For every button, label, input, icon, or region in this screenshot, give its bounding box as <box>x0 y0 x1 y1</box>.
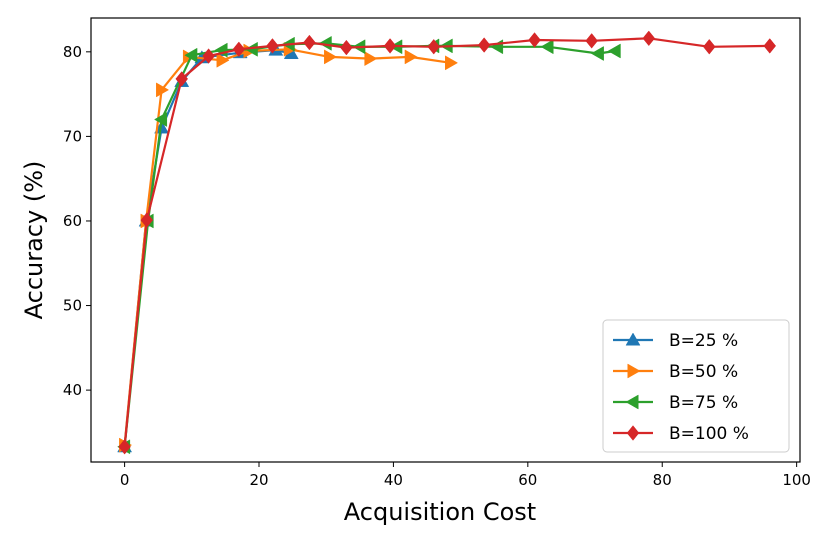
data-point <box>318 35 332 51</box>
series-4 <box>118 30 777 455</box>
plot-frame <box>90 17 801 463</box>
x-tick-label: 100 <box>782 471 811 489</box>
data-point <box>528 32 541 48</box>
data-point <box>118 439 131 455</box>
x-axis: 0 20 40 60 80 100 <box>120 462 811 489</box>
legend-marker <box>625 332 641 346</box>
legend: B=25 % B=50 % B=75 % B=100 % <box>602 319 790 453</box>
data-point <box>490 39 504 55</box>
legend-item: B=100 % <box>613 424 749 444</box>
legend-item: B=25 % <box>613 331 738 351</box>
data-point <box>154 112 168 127</box>
data-point <box>383 38 397 54</box>
y-tick-label: 70 <box>63 127 82 145</box>
series-3 <box>117 35 621 455</box>
data-point <box>590 46 604 61</box>
data-point <box>156 82 170 98</box>
data-point <box>364 51 378 67</box>
data-point <box>216 52 230 68</box>
x-axis-label: Acquisition Cost <box>344 498 536 526</box>
data-point <box>540 39 554 55</box>
legend-marker <box>625 394 639 410</box>
data-point <box>404 49 418 65</box>
y-tick-label: 80 <box>63 43 82 61</box>
data-point <box>427 39 441 55</box>
data-point <box>642 30 656 47</box>
legend-marker <box>626 425 640 441</box>
data-point <box>763 38 777 54</box>
series-line <box>123 48 292 447</box>
data-point <box>266 38 279 54</box>
y-tick-label: 50 <box>63 297 82 315</box>
data-point <box>140 212 154 228</box>
legend-label: B=75 % <box>669 393 738 413</box>
y-tick-label: 60 <box>63 212 82 230</box>
legend-label: B=25 % <box>669 331 738 351</box>
x-tick-label: 40 <box>384 471 403 489</box>
data-point <box>175 71 188 87</box>
legend-label: B=50 % <box>669 362 738 382</box>
data-point <box>232 41 246 58</box>
data-point <box>703 39 716 55</box>
legend-box <box>602 319 790 453</box>
y-tick-label: 40 <box>63 381 82 399</box>
legend-item: B=75 % <box>613 393 738 413</box>
data-point <box>324 49 338 65</box>
data-point <box>184 47 198 63</box>
data-point <box>244 41 258 57</box>
x-tick-label: 60 <box>518 471 537 489</box>
plot-area <box>117 30 777 455</box>
x-tick-label: 80 <box>653 471 672 489</box>
data-point <box>202 48 215 64</box>
legend-marker <box>627 363 641 379</box>
data-point <box>477 37 491 53</box>
x-tick-label: 20 <box>249 471 268 489</box>
data-point <box>303 34 316 51</box>
series-line <box>123 42 616 447</box>
y-axis-label: Accuracy (%) <box>20 161 48 320</box>
data-point <box>445 55 459 71</box>
data-point <box>340 39 353 56</box>
legend-item: B=50 % <box>613 362 738 382</box>
data-point <box>585 33 598 49</box>
legend-label: B=100 % <box>669 424 749 444</box>
data-point <box>607 43 621 59</box>
x-tick-label: 0 <box>120 471 130 489</box>
y-axis: 40 50 60 70 80 <box>63 43 91 399</box>
series-line <box>123 37 770 447</box>
